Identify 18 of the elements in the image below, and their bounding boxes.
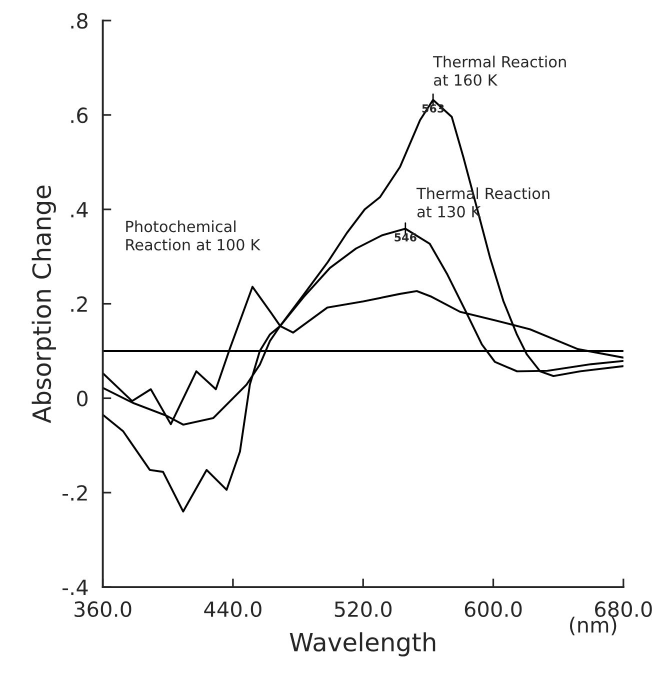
x-tick-label: 680.0 — [595, 601, 652, 618]
text: (nm) — [570, 616, 616, 636]
y-tick-label: .2 — [71, 296, 87, 312]
x-axis-title: Wavelength — [290, 632, 436, 656]
x-tick-label: 440.0 — [204, 601, 262, 618]
y-tick-label: -.2 — [62, 485, 87, 501]
x-tick-label: 520.0 — [334, 601, 392, 618]
annotation: 546 — [394, 233, 416, 242]
y-tick-label: .6 — [71, 107, 88, 124]
y-tick-label: -.4 — [62, 580, 88, 595]
annotation: Photochemical Reaction at 100 K — [126, 220, 260, 251]
y-axis-title: Absorption Change — [32, 186, 56, 424]
y-tick-label: 0 — [77, 390, 88, 406]
y-tick-label: .4 — [71, 202, 88, 218]
x-tick-label: 600.0 — [464, 601, 522, 618]
annotation: Thermal Reaction at 160 K — [433, 56, 566, 86]
x-tick-label: 360.0 — [74, 601, 132, 618]
y-tick-label: .8 — [71, 13, 88, 29]
